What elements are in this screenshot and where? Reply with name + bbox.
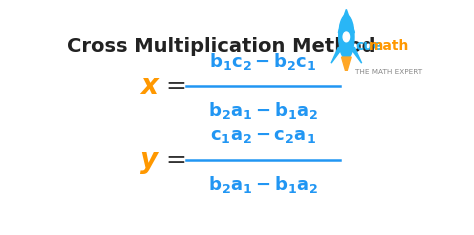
Text: y: y bbox=[140, 146, 158, 174]
Text: $\mathbf{b_2a_1 - b_1a_2}$: $\mathbf{b_2a_1 - b_1a_2}$ bbox=[208, 174, 319, 195]
Text: Cross Multiplication Method: Cross Multiplication Method bbox=[66, 37, 375, 56]
Ellipse shape bbox=[343, 32, 350, 42]
Text: $\mathbf{b_1c_2 - b_2c_1}$: $\mathbf{b_1c_2 - b_2c_1}$ bbox=[210, 51, 317, 72]
Text: math: math bbox=[369, 39, 410, 53]
Ellipse shape bbox=[339, 15, 354, 59]
Text: $\mathbf{b_2a_1 - b_1a_2}$: $\mathbf{b_2a_1 - b_1a_2}$ bbox=[208, 100, 319, 121]
Polygon shape bbox=[338, 9, 355, 33]
Text: THE MATH EXPERT: THE MATH EXPERT bbox=[355, 69, 422, 75]
Text: =: = bbox=[166, 74, 187, 98]
Text: $\mathbf{c_1a_2 - c_2a_1}$: $\mathbf{c_1a_2 - c_2a_1}$ bbox=[210, 127, 316, 145]
Text: x: x bbox=[141, 72, 158, 100]
Polygon shape bbox=[331, 47, 341, 63]
Text: =: = bbox=[166, 148, 187, 172]
Polygon shape bbox=[341, 57, 351, 74]
Polygon shape bbox=[351, 47, 362, 63]
Text: cue: cue bbox=[355, 39, 383, 53]
